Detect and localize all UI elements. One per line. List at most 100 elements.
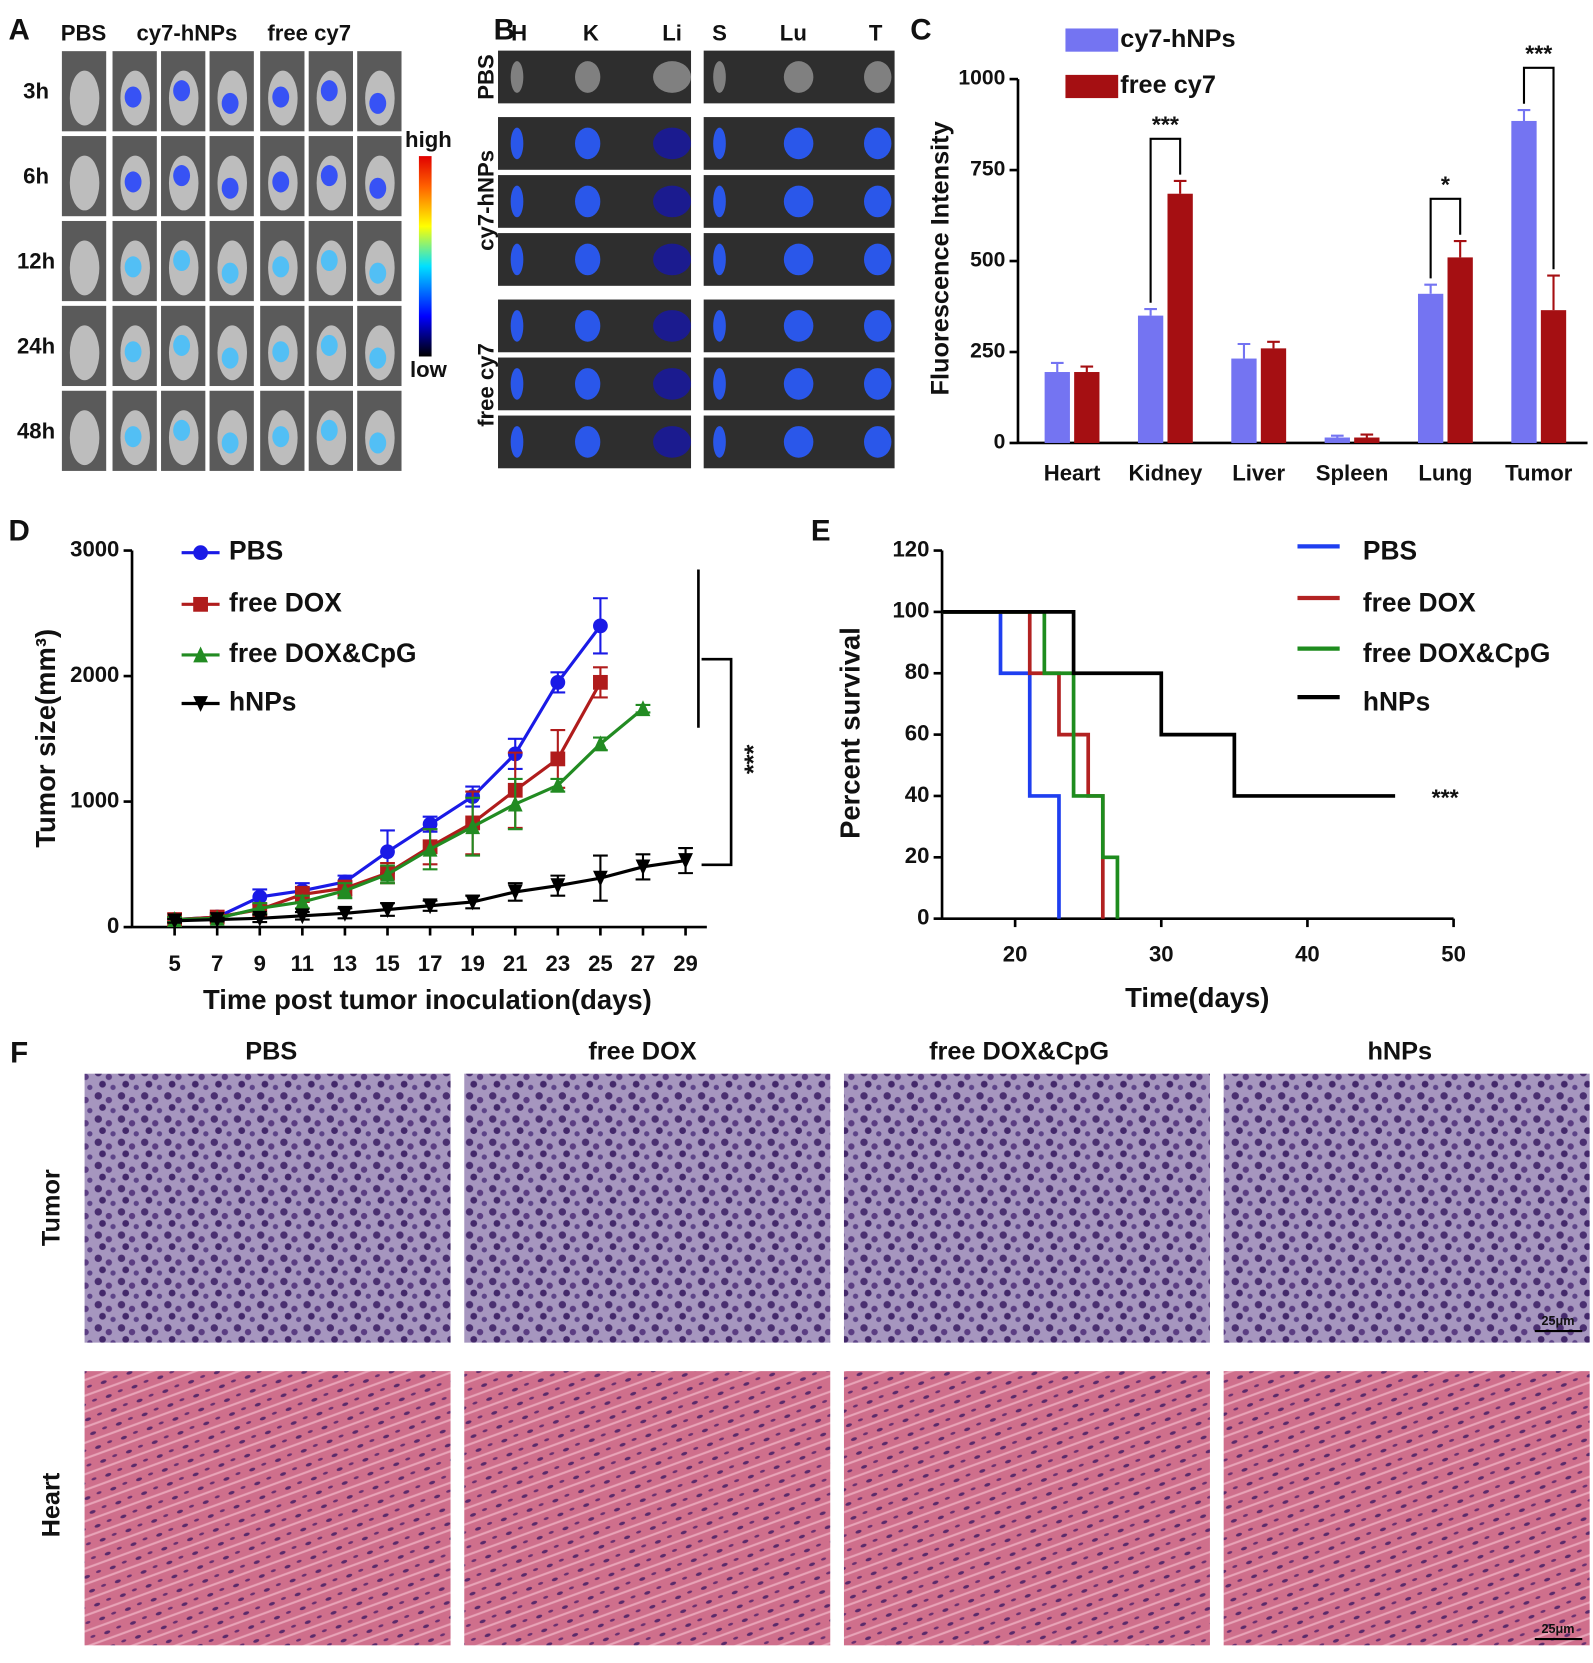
significance-label: *** (1432, 785, 1459, 811)
signal (124, 341, 142, 363)
organ (864, 243, 892, 276)
signal (272, 86, 290, 108)
column-label: free DOX&CpG (929, 1037, 1109, 1065)
signal (173, 419, 191, 441)
organ (864, 310, 892, 342)
x-tick-label: 50 (1441, 941, 1466, 966)
y-axis-title: Fluorescence Intensity (927, 121, 955, 395)
legend-label: hNPs (229, 686, 296, 716)
survival-curve (942, 610, 1105, 919)
marker (635, 700, 651, 717)
column-label: K (583, 21, 599, 46)
x-tick-label: Kidney (1129, 460, 1203, 485)
column-label: PBS (61, 21, 106, 46)
column-label: Lu (780, 21, 807, 46)
y-tick-label: 0 (107, 913, 119, 938)
x-axis-title: Time post tumor inoculation(days) (203, 984, 652, 1015)
panel-label: F (10, 1037, 28, 1070)
signal (272, 171, 290, 193)
x-tick-label: Liver (1232, 460, 1285, 485)
column-label: hNPs (1367, 1037, 1432, 1065)
error-bar (1080, 365, 1094, 373)
heart-section (464, 1371, 831, 1646)
error-bar (1424, 283, 1437, 294)
error-bar (1517, 108, 1531, 121)
column-label: cy7-hNPs (136, 21, 237, 46)
legend-label: free DOX (229, 587, 342, 617)
marker (337, 882, 353, 899)
mouse-body (69, 325, 100, 381)
column-label: H (511, 21, 527, 46)
marker (422, 898, 438, 915)
x-tick-label: 40 (1295, 941, 1320, 966)
x-tick-label: Tumor (1505, 460, 1573, 485)
signal (221, 92, 239, 114)
marker (193, 646, 208, 663)
significance-bracket (1429, 197, 1462, 279)
significance-bracket (1149, 137, 1182, 303)
marker (252, 889, 268, 905)
y-tick-label: 0 (917, 904, 929, 929)
marker (593, 674, 608, 690)
organ (653, 426, 692, 458)
marker (380, 865, 395, 882)
panel-label: D (9, 514, 30, 547)
organ (713, 243, 726, 276)
signal (369, 262, 387, 284)
mouse-body (69, 410, 100, 466)
organ (864, 426, 892, 458)
x-tick-label: 25 (588, 951, 613, 976)
organ (713, 127, 726, 160)
x-tick-label: Lung (1418, 460, 1472, 485)
organ (575, 185, 601, 218)
y-tick-label: 20 (905, 843, 930, 868)
organ (575, 368, 601, 400)
x-tick-label: 19 (460, 951, 485, 976)
heart-section (1223, 1371, 1590, 1646)
row-label: 48h (17, 418, 55, 443)
mouse-body (69, 240, 100, 296)
colorbar-label: low (410, 357, 448, 382)
x-tick-label: 13 (333, 951, 358, 976)
signal (173, 80, 191, 102)
organ (510, 61, 524, 93)
organ (713, 61, 726, 93)
legend-label: hNPs (1363, 686, 1430, 716)
signal (124, 256, 142, 278)
marker (167, 913, 182, 930)
row-label: PBS (473, 54, 498, 99)
scale-bar-label: 25μm (1541, 1314, 1574, 1328)
y-tick-label: 120 (892, 536, 929, 561)
x-axis-title: Time(days) (1125, 982, 1269, 1013)
organ (575, 310, 601, 342)
bar (1044, 372, 1070, 443)
marker (193, 545, 208, 561)
row-label: 12h (17, 248, 55, 273)
organ (575, 127, 601, 160)
x-tick-label: 21 (503, 951, 528, 976)
x-tick-label: 9 (254, 951, 266, 976)
tumor-section (1223, 1073, 1590, 1343)
organ (653, 368, 692, 400)
organ (713, 185, 726, 218)
signal (221, 432, 239, 454)
marker (550, 776, 566, 793)
legend-swatch (1065, 74, 1119, 99)
bar (1324, 437, 1350, 443)
colorbar (418, 156, 432, 357)
error-bar (1237, 342, 1251, 359)
marker (465, 818, 481, 835)
panel-label: E (811, 514, 831, 547)
survival-curve (942, 610, 1061, 919)
y-tick-label: 60 (905, 720, 930, 745)
line (174, 707, 644, 922)
marker (294, 908, 310, 925)
signal (124, 426, 142, 448)
organ (575, 426, 601, 458)
x-tick-label: Heart (1044, 460, 1101, 485)
organ (783, 243, 814, 276)
significance-label: *** (1525, 40, 1552, 66)
column-label: free DOX (588, 1037, 696, 1065)
organ (653, 185, 692, 218)
